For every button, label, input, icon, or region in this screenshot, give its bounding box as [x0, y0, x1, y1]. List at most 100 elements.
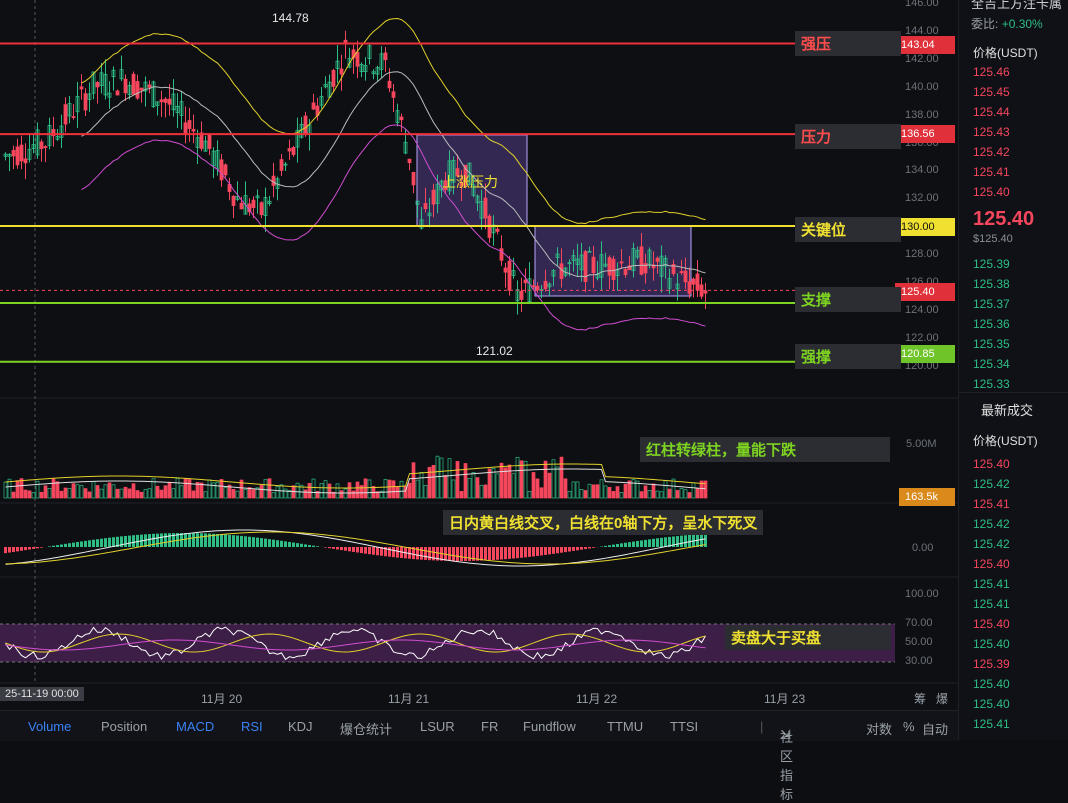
volume-bar: [224, 488, 227, 498]
volume-bar: [492, 468, 495, 498]
macd-bar: [592, 547, 595, 548]
ask-row[interactable]: 125.46: [959, 62, 1068, 82]
log-scale-toggle[interactable]: 对数: [866, 719, 892, 738]
ask-row[interactable]: 125.44: [959, 102, 1068, 122]
tab-fr[interactable]: FR: [481, 719, 498, 734]
macd-bar: [524, 547, 527, 557]
label-support: 支撑: [795, 287, 901, 312]
tab-macd[interactable]: MACD: [176, 719, 214, 734]
bid-row[interactable]: 125.35: [959, 334, 1068, 354]
macd-bar: [616, 544, 619, 547]
tab-ttmu[interactable]: TTMU: [607, 719, 643, 734]
ask-row[interactable]: 125.43: [959, 122, 1068, 142]
auto-toggle[interactable]: 自动: [922, 719, 948, 738]
corner-label-chips[interactable]: 筹: [914, 690, 926, 707]
macd-bar: [460, 547, 463, 561]
tab-fundflow[interactable]: Fundflow: [523, 719, 576, 734]
tab-lsur[interactable]: LSUR: [420, 719, 455, 734]
candle-body: [388, 81, 391, 88]
ask-row[interactable]: 125.42: [959, 142, 1068, 162]
volume-bar: [44, 486, 47, 498]
label-rsi-note: 卖盘大于买盘: [725, 625, 891, 650]
candle-body: [40, 142, 43, 149]
volume-bar: [464, 463, 467, 498]
candle-body: [424, 203, 427, 208]
macd-bar: [200, 533, 203, 547]
price-axis-label: 132.00: [905, 192, 939, 204]
candle-body: [680, 272, 683, 273]
volume-bar: [508, 465, 511, 498]
ask-row[interactable]: 125.41: [959, 162, 1068, 182]
candle-body: [168, 99, 171, 104]
trade-row: 125.42: [959, 514, 1068, 534]
macd-bar: [76, 542, 79, 547]
bid-row[interactable]: 125.34: [959, 354, 1068, 374]
bid-row[interactable]: 125.33: [959, 374, 1068, 394]
volume-bar: [480, 485, 483, 498]
label-volume-note: 红柱转绿柱，量能下跌: [640, 437, 890, 462]
chart-area[interactable]: 146.00144.00142.00140.00138.00136.00134.…: [0, 0, 958, 710]
trades-title[interactable]: 最新成交: [981, 400, 1033, 419]
volume-bar: [136, 491, 139, 498]
bid-row[interactable]: 125.36: [959, 314, 1068, 334]
candle-body: [688, 282, 691, 294]
macd-bar: [336, 547, 339, 549]
volume-bar: [68, 488, 71, 498]
tag-current-price: 125.40: [895, 283, 955, 301]
macd-bar: [284, 541, 287, 547]
volume-bar: [640, 492, 643, 498]
volume-bar: [264, 480, 267, 498]
trades-price-header: 价格(USDT): [973, 432, 1038, 449]
corner-label-liq[interactable]: 爆: [936, 690, 948, 707]
macd-bar: [192, 533, 195, 547]
volume-bar: [192, 491, 195, 498]
volume-bar: [64, 488, 67, 498]
volume-bar: [216, 482, 219, 498]
macd-bar: [536, 547, 539, 556]
upper-band: [82, 19, 706, 224]
candle-body: [184, 123, 187, 134]
bid-row[interactable]: 125.38: [959, 274, 1068, 294]
ask-row[interactable]: 125.40: [959, 182, 1068, 202]
volume-bar: [596, 485, 599, 498]
candle-body: [412, 172, 415, 184]
volume-bar: [164, 486, 167, 498]
macd-bar: [96, 539, 99, 547]
volume-bar: [296, 483, 299, 498]
candle-body: [200, 133, 203, 149]
volume-bar: [432, 465, 435, 498]
macd-bar: [88, 540, 91, 547]
macd-bar: [656, 538, 659, 547]
macd-bar: [516, 547, 519, 558]
macd-bar: [684, 535, 687, 547]
candle-body: [400, 117, 403, 120]
candle-body: [536, 286, 539, 289]
macd-bar: [456, 547, 459, 561]
candle-body: [332, 70, 335, 86]
volume-bar: [552, 460, 555, 498]
percent-toggle[interactable]: %: [903, 719, 915, 734]
label-strong-support: 强撑: [795, 344, 901, 369]
trade-row: 125.41: [959, 714, 1068, 734]
ask-row[interactable]: 125.45: [959, 82, 1068, 102]
tab-ttsi[interactable]: TTSI: [670, 719, 698, 734]
candle-body: [520, 291, 523, 299]
bid-row[interactable]: 125.39: [959, 254, 1068, 274]
volume-bar: [488, 469, 491, 498]
volume-bar: [92, 482, 95, 498]
macd-bar: [608, 545, 611, 547]
volume-bar: [320, 484, 323, 498]
tab-rsi[interactable]: RSI: [241, 719, 263, 734]
tab-position[interactable]: Position: [101, 719, 147, 734]
bid-row[interactable]: 125.37: [959, 294, 1068, 314]
tab-liquidation[interactable]: 爆仓统计: [340, 719, 392, 738]
tab-kdj[interactable]: KDJ: [288, 719, 313, 734]
volume-bar: [84, 489, 87, 498]
tab-volume[interactable]: Volume: [28, 719, 71, 734]
macd-bar: [132, 535, 135, 547]
volume-bar: [356, 482, 359, 498]
macd-bar: [544, 547, 547, 555]
volume-bar: [444, 475, 447, 498]
macd-bar: [12, 547, 15, 552]
